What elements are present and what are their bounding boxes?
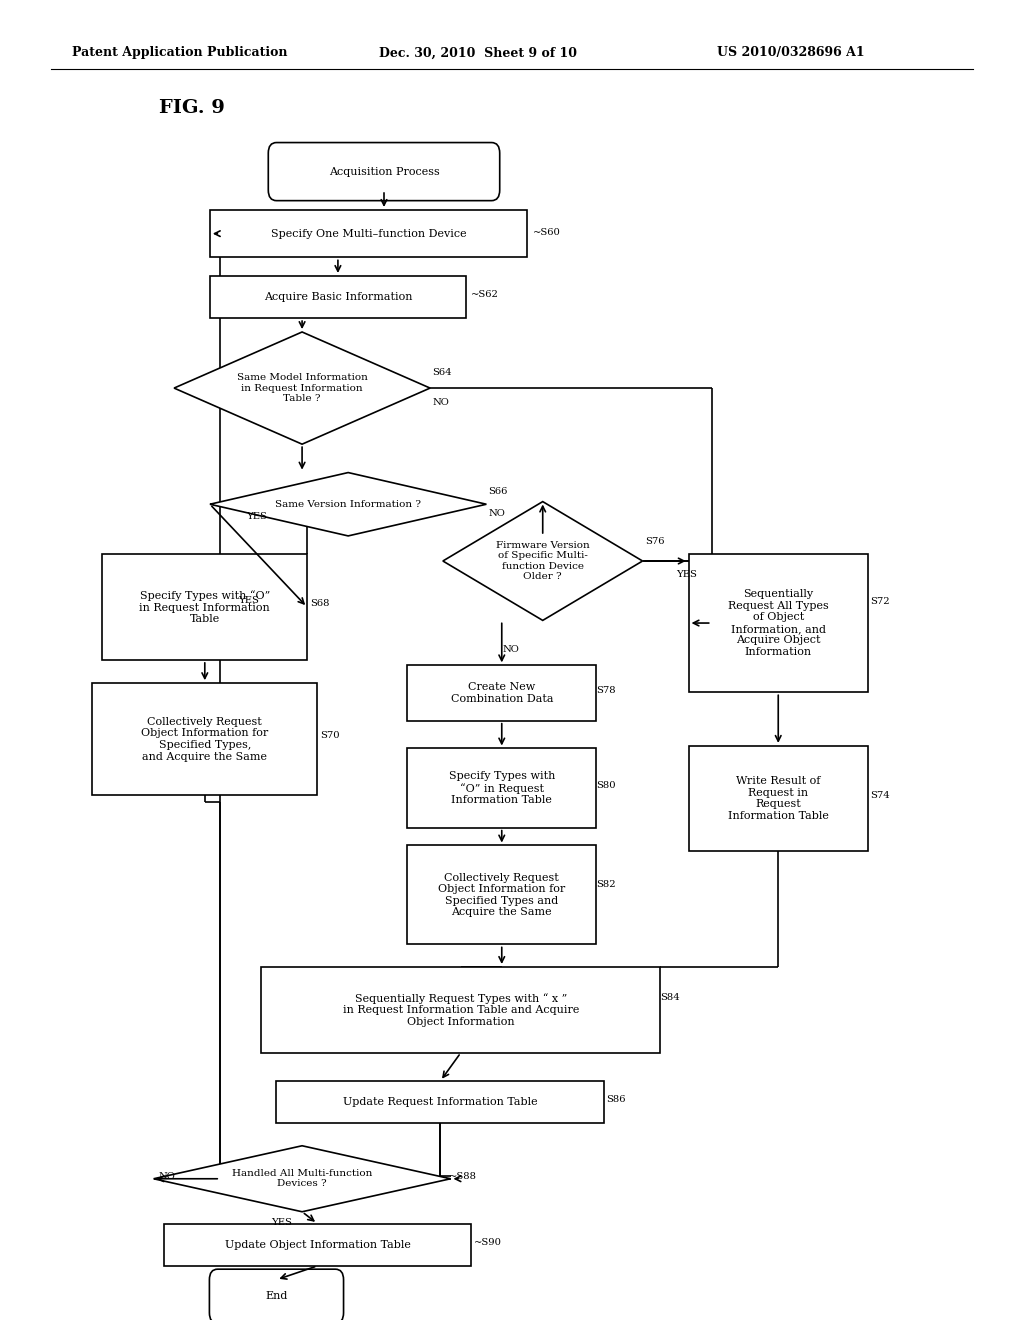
- Text: ~S60: ~S60: [532, 228, 560, 236]
- Polygon shape: [174, 333, 430, 444]
- Text: FIG. 9: FIG. 9: [159, 99, 224, 117]
- FancyBboxPatch shape: [407, 748, 596, 828]
- Text: Specify Types with
“O” in Request
Information Table: Specify Types with “O” in Request Inform…: [449, 771, 555, 805]
- Text: End: End: [265, 1291, 288, 1302]
- Text: Create New
Combination Data: Create New Combination Data: [451, 682, 553, 704]
- Text: Firmware Version
of Specific Multi-
function Device
Older ?: Firmware Version of Specific Multi- func…: [496, 541, 590, 581]
- Text: S68: S68: [310, 599, 330, 607]
- Text: YES: YES: [271, 1218, 292, 1226]
- Text: Same Model Information
in Request Information
Table ?: Same Model Information in Request Inform…: [237, 374, 368, 403]
- FancyBboxPatch shape: [164, 1224, 471, 1266]
- Text: Sequentially Request Types with “ x ”
in Request Information Table and Acquire
O: Sequentially Request Types with “ x ” in…: [343, 993, 579, 1027]
- FancyBboxPatch shape: [407, 845, 596, 945]
- FancyBboxPatch shape: [210, 210, 527, 257]
- Text: ~S90: ~S90: [474, 1238, 502, 1246]
- Text: S64: S64: [432, 368, 452, 376]
- Text: ~S62: ~S62: [471, 290, 499, 298]
- Text: Patent Application Publication: Patent Application Publication: [72, 46, 287, 59]
- Text: YES: YES: [246, 512, 266, 520]
- Text: S76: S76: [645, 537, 665, 545]
- FancyBboxPatch shape: [276, 1081, 604, 1123]
- Text: Collectively Request
Object Information for
Specified Types,
and Acquire the Sam: Collectively Request Object Information …: [141, 717, 268, 762]
- FancyBboxPatch shape: [92, 682, 317, 795]
- Text: NO: NO: [159, 1172, 175, 1180]
- Text: S70: S70: [321, 731, 340, 739]
- FancyBboxPatch shape: [210, 276, 466, 318]
- Text: YES: YES: [238, 597, 258, 605]
- FancyBboxPatch shape: [688, 554, 867, 692]
- Text: S74: S74: [870, 792, 890, 800]
- Text: Update Object Information Table: Update Object Information Table: [224, 1239, 411, 1250]
- Text: Dec. 30, 2010  Sheet 9 of 10: Dec. 30, 2010 Sheet 9 of 10: [379, 46, 577, 59]
- Text: ~S88: ~S88: [449, 1172, 476, 1180]
- Text: Acquisition Process: Acquisition Process: [329, 166, 439, 177]
- Text: Specify One Multi–function Device: Specify One Multi–function Device: [270, 228, 467, 239]
- Text: Write Result of
Request in
Request
Information Table: Write Result of Request in Request Infor…: [728, 776, 828, 821]
- Text: Acquire Basic Information: Acquire Basic Information: [263, 292, 413, 302]
- FancyBboxPatch shape: [210, 1270, 344, 1320]
- FancyBboxPatch shape: [102, 554, 307, 660]
- Text: Specify Types with “O”
in Request Information
Table: Specify Types with “O” in Request Inform…: [139, 590, 270, 624]
- Text: NO: NO: [488, 510, 505, 517]
- Text: NO: NO: [432, 399, 449, 407]
- Polygon shape: [210, 473, 486, 536]
- Text: Handled All Multi-function
Devices ?: Handled All Multi-function Devices ?: [231, 1170, 373, 1188]
- Text: US 2010/0328696 A1: US 2010/0328696 A1: [717, 46, 864, 59]
- Text: YES: YES: [676, 570, 696, 578]
- Text: NO: NO: [503, 645, 519, 653]
- Text: S78: S78: [596, 686, 615, 694]
- FancyBboxPatch shape: [688, 746, 867, 851]
- Text: S66: S66: [488, 487, 508, 495]
- FancyBboxPatch shape: [261, 966, 660, 1053]
- Polygon shape: [442, 502, 643, 620]
- Text: S86: S86: [606, 1096, 626, 1104]
- Text: S82: S82: [596, 880, 615, 888]
- Text: S72: S72: [870, 598, 890, 606]
- FancyBboxPatch shape: [407, 665, 596, 721]
- Text: Update Request Information Table: Update Request Information Table: [343, 1097, 538, 1107]
- Text: Same Version Information ?: Same Version Information ?: [275, 500, 421, 508]
- Text: S84: S84: [660, 994, 680, 1002]
- Text: S80: S80: [596, 781, 615, 789]
- FancyBboxPatch shape: [268, 143, 500, 201]
- Text: Collectively Request
Object Information for
Specified Types and
Acquire the Same: Collectively Request Object Information …: [438, 873, 565, 917]
- Text: Sequentially
Request All Types
of Object
Information, and
Acquire Object
Informa: Sequentially Request All Types of Object…: [728, 589, 828, 657]
- Polygon shape: [154, 1146, 451, 1212]
